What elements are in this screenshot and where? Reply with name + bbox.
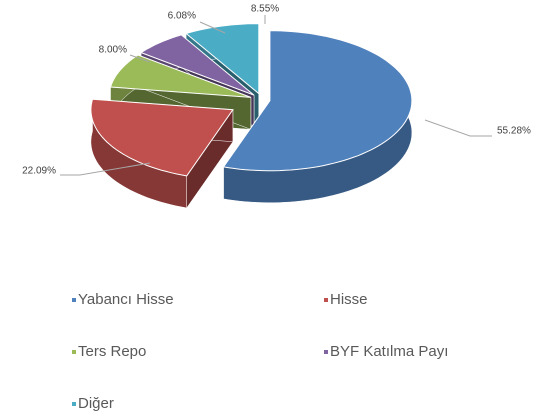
legend-label: BYF Katılma Payı — [330, 343, 448, 360]
legend-label: Hisse — [330, 291, 368, 308]
leader-line — [424, 119, 492, 137]
legend-swatch — [72, 350, 76, 354]
slice — [90, 98, 234, 209]
data-label: 8.55% — [251, 4, 279, 15]
legend-swatch — [72, 402, 76, 406]
leader-line — [60, 162, 151, 176]
slice-top — [222, 30, 413, 172]
slice-top — [185, 23, 260, 95]
legend-swatch — [324, 298, 328, 302]
legend-label: Diğer — [78, 395, 114, 412]
legend-label: Yabancı Hisse — [78, 291, 174, 308]
slice-top — [109, 54, 252, 98]
leader-line — [129, 54, 151, 63]
slice-top — [139, 34, 255, 96]
legend-swatch — [324, 350, 328, 354]
data-label: 8.00% — [99, 45, 127, 56]
legend-label: Ters Repo — [78, 343, 146, 360]
slice — [222, 30, 413, 203]
slice-top — [90, 98, 234, 177]
leader-line — [199, 21, 226, 34]
data-label: 55.28% — [497, 126, 531, 137]
data-label: 22.09% — [22, 166, 56, 177]
legend-swatch — [72, 298, 76, 302]
data-label: 6.08% — [168, 11, 196, 22]
